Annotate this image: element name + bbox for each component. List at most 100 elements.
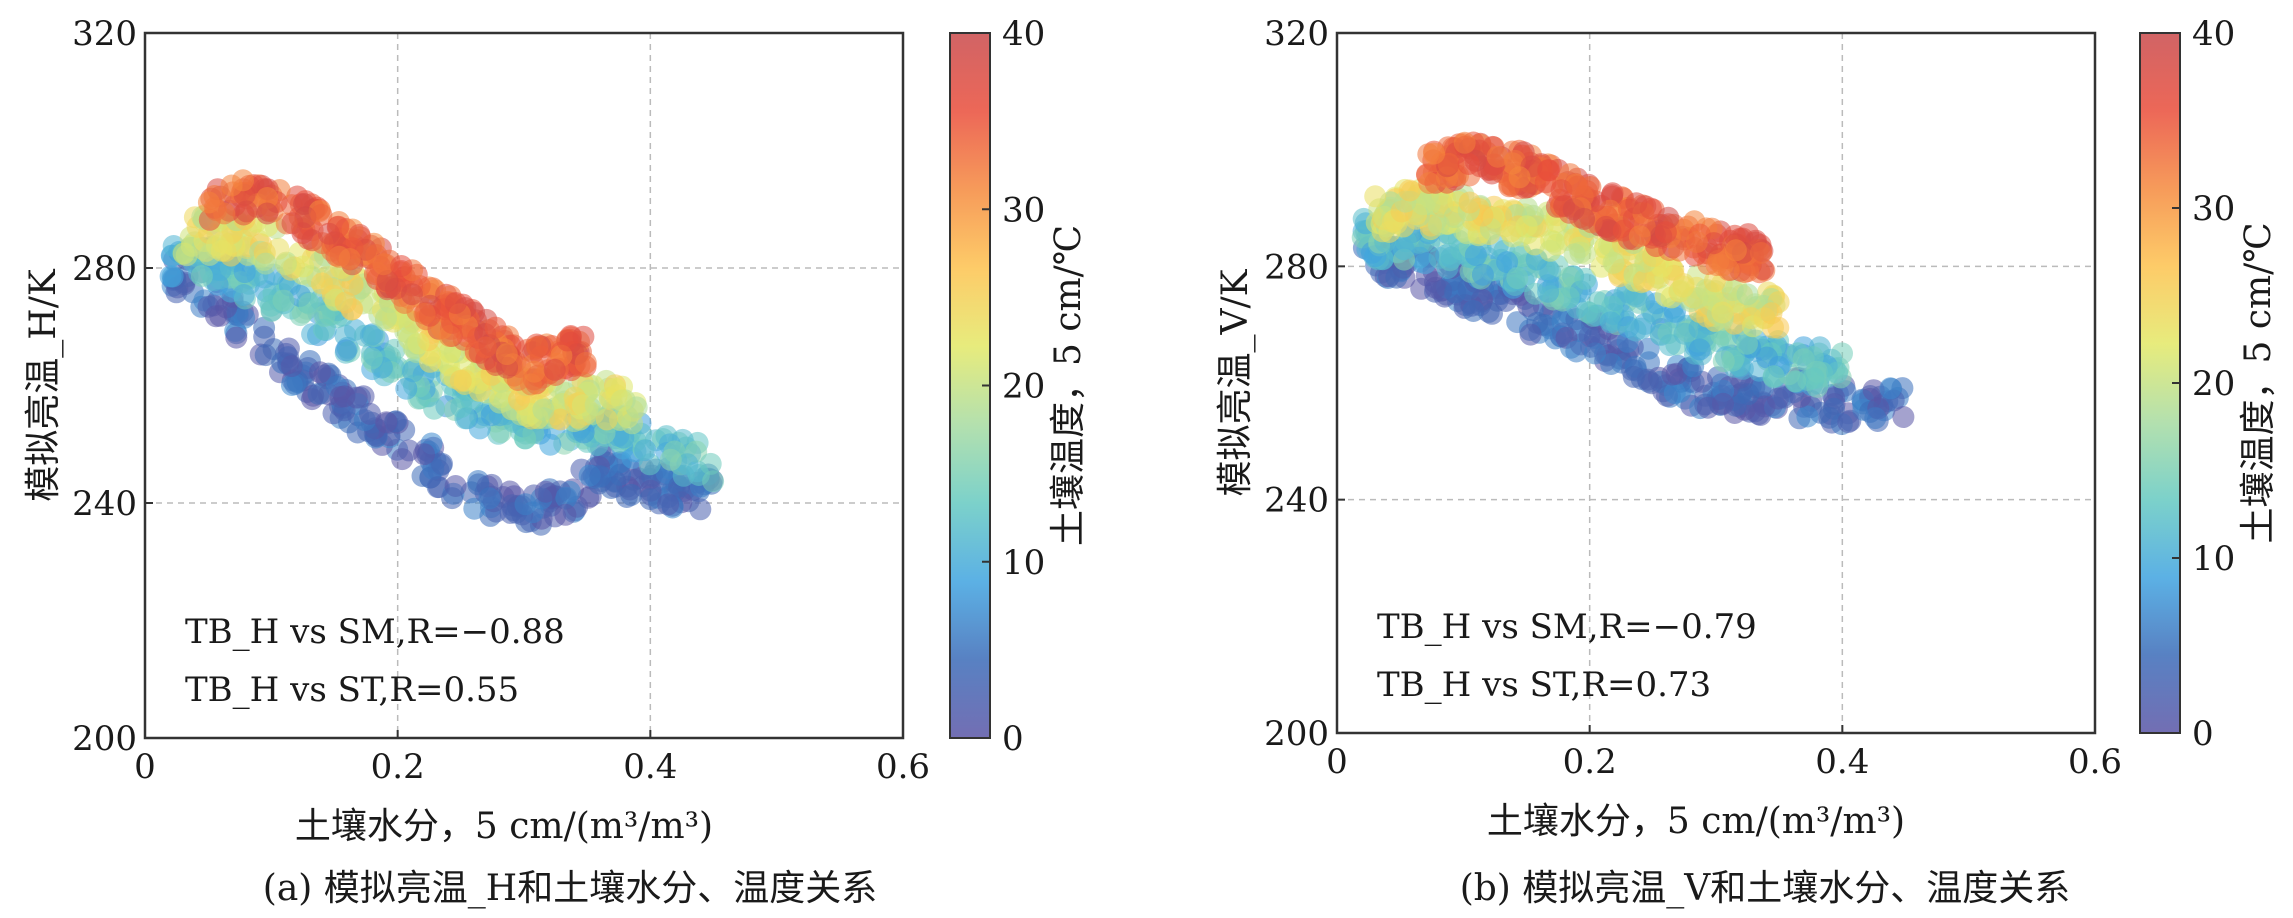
scatter-point	[390, 255, 413, 277]
scatter-point	[253, 325, 276, 348]
scatter-point	[474, 336, 497, 359]
scatter-point	[225, 326, 248, 349]
scatter-point	[256, 187, 279, 209]
scatter-point	[676, 453, 699, 476]
scatter-point	[431, 452, 453, 475]
scatter-point	[1574, 267, 1597, 290]
scatter-point	[574, 351, 597, 374]
scatter-point	[534, 480, 557, 503]
colorbar-label: 土壤温度，5 cm/℃	[1048, 225, 1089, 546]
y-tick-label: 280	[1264, 247, 1329, 287]
scatter-point	[1801, 346, 1824, 368]
scatter-point	[1393, 238, 1415, 261]
scatter-point	[1663, 382, 1686, 405]
scatter-point	[328, 245, 351, 268]
scatter-point	[702, 470, 725, 493]
scatter-point	[1760, 302, 1783, 325]
scatter-point	[1586, 291, 1609, 314]
scatter-point	[484, 316, 507, 339]
scatter-point	[313, 318, 335, 341]
scatter-point	[1753, 395, 1776, 418]
scatter-point	[361, 323, 384, 346]
scatter-point	[1784, 370, 1807, 393]
scatter-point	[254, 252, 277, 275]
scatter-point	[1639, 197, 1662, 220]
scatter-point	[175, 244, 198, 267]
x-tick-label: 0.2	[371, 747, 425, 787]
scatter-point	[699, 452, 722, 475]
scatter-point	[549, 408, 572, 431]
scatter-point	[556, 329, 579, 352]
scatter-point	[1418, 172, 1441, 194]
scatter-point	[335, 339, 357, 362]
scatter-point	[398, 327, 421, 350]
scatter-point	[317, 222, 340, 245]
scatter-point	[1462, 300, 1485, 322]
scatter-point	[1398, 179, 1421, 202]
colorbar-label: 土壤温度，5 cm/℃	[2238, 222, 2279, 543]
scatter-point	[1624, 319, 1647, 342]
plot-frame	[143, 31, 905, 740]
scatter-point	[441, 487, 464, 510]
scatter-point	[1755, 346, 1778, 369]
scatter-point	[1736, 283, 1759, 306]
y-tick-label: 200	[72, 719, 137, 759]
scatter-point	[1599, 311, 1622, 334]
scatter-point	[589, 465, 612, 488]
panel-caption: (a) 模拟亮温_H和土壤水分、温度关系	[263, 868, 877, 909]
scatter-point	[1733, 261, 1756, 284]
scatter-point	[1578, 325, 1601, 348]
scatter-point	[1737, 383, 1760, 406]
scatter-point	[1711, 301, 1734, 324]
scatter-point	[1688, 338, 1711, 361]
scatter-point	[1724, 239, 1747, 262]
colorbar-tick-label: 30	[2192, 189, 2235, 229]
colorbar-tick-label: 40	[2192, 14, 2235, 54]
scatter-point	[274, 253, 297, 276]
scatter-point	[508, 388, 530, 411]
colorbar-tick-label: 20	[2192, 364, 2235, 404]
scatter-point	[532, 398, 555, 421]
scatter-point	[1486, 145, 1509, 168]
y-axis-label: 模拟亮温_V/K	[1215, 268, 1256, 496]
scatter-point	[1879, 377, 1902, 400]
scatter-point	[1736, 332, 1758, 355]
scatter-point	[1565, 340, 1588, 363]
y-tick-label: 280	[72, 249, 137, 289]
scatter-point	[610, 389, 633, 412]
scatter-point	[1519, 323, 1542, 346]
scatter-point	[375, 307, 397, 330]
scatter-point	[1385, 266, 1408, 289]
scatter-point	[620, 483, 643, 506]
scatter-point	[376, 270, 399, 292]
scatter-point	[555, 486, 578, 509]
scatter-point	[1496, 251, 1519, 274]
scatter-point	[621, 412, 644, 435]
scatter-point	[1458, 191, 1481, 214]
scatter-point	[1543, 230, 1565, 253]
scatter-point	[284, 372, 307, 395]
annotation-text: TB_H vs ST,R=0.55	[185, 670, 519, 710]
scatter-point	[359, 402, 381, 425]
y-axis-label: 模拟亮温_H/K	[23, 268, 64, 502]
colorbar-tick-label: 30	[1002, 190, 1045, 230]
scatter-point	[1773, 386, 1796, 409]
scatter-point	[1601, 182, 1624, 205]
scatter-point	[659, 448, 682, 471]
scatter-point	[1654, 221, 1677, 244]
scatter-point	[1622, 365, 1645, 388]
scatter-point	[1566, 175, 1589, 198]
x-tick-label: 0.2	[1563, 742, 1617, 782]
scatter-point	[1672, 275, 1695, 298]
scatter-point	[1464, 244, 1487, 267]
scatter-point	[1826, 361, 1849, 384]
x-axis-label: 土壤水分，5 cm/(m³/m³)	[1487, 801, 1905, 842]
scatter-point	[1628, 225, 1651, 248]
colorbar-tick-label: 20	[1002, 367, 1045, 407]
plot-frame	[1335, 31, 2097, 735]
scatter-point	[439, 341, 461, 364]
scatter-point	[1658, 334, 1681, 357]
x-tick-label: 0	[134, 747, 156, 787]
